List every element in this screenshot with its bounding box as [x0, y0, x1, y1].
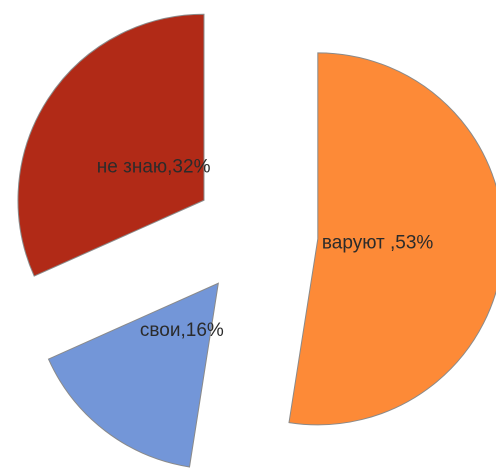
pie-slice: [47, 282, 219, 468]
pie-slice: [17, 13, 205, 277]
data-label: не знаю,32%: [97, 157, 211, 178]
data-label: варуют ,53%: [322, 232, 434, 253]
pie-slice: [288, 52, 496, 426]
data-label: свои,16%: [140, 320, 224, 341]
